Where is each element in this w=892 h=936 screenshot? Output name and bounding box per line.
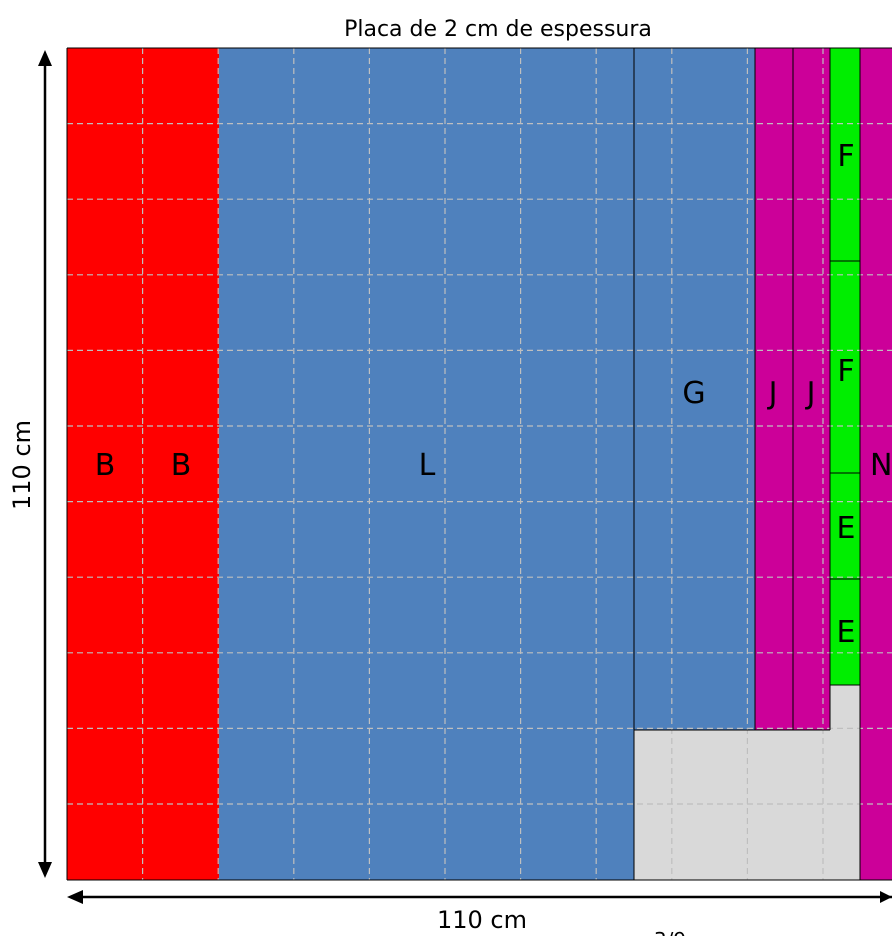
piece-label-b-1: B [95,448,116,483]
piece-g [634,48,755,730]
piece-label-n: N [870,448,892,483]
height-dimension-label: 110 cm [8,420,36,510]
piece-n [860,48,892,880]
width-dimension-arrow [67,890,892,904]
diagram-title: Placa de 2 cm de espessura [344,17,652,42]
piece-j-2 [793,48,830,730]
height-dimension-arrow [38,50,52,878]
piece-label-b-2: B [171,448,192,483]
piece-label-f-2: F [837,354,854,389]
piece-label-f-1: F [837,139,854,174]
piece-e-2 [830,579,860,685]
piece-label-j-2: J [805,376,816,411]
piece-b-2 [143,48,219,880]
empty-area-small [830,685,860,730]
piece-label-e-2: E [837,615,856,650]
grid-lines [67,48,892,880]
piece-label-g: G [682,376,705,411]
piece-f-2 [830,261,860,473]
piece-b-1 [67,48,143,880]
piece-borders [66,47,892,881]
page-indicator: 3/9 [654,928,686,936]
piece-e-1 [830,473,860,579]
piece-f-1 [830,48,860,261]
piece-l [219,48,634,880]
empty-area [634,730,860,880]
piece-label-j-1: J [767,376,778,411]
piece-j-1 [755,48,793,730]
piece-label-l: L [419,448,436,483]
width-dimension-label: 110 cm [437,906,527,934]
piece-label-e-1: E [837,511,856,546]
